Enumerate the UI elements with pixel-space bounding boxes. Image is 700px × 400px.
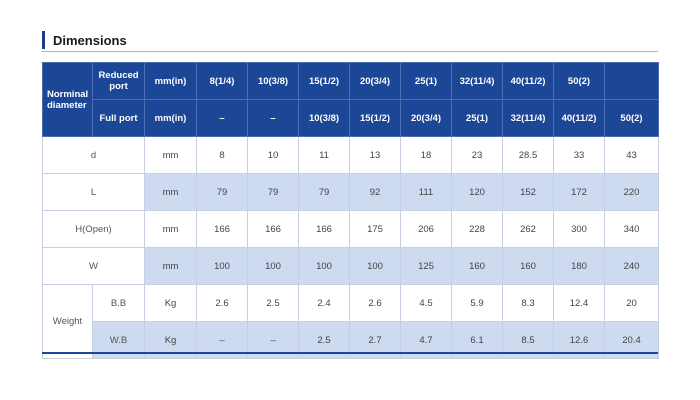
table-row-weight-bb: Weight B.B Kg 2.6 2.5 2.4 2.6 4.5 5.9 8.… bbox=[42, 284, 659, 359]
unit-cell: mm bbox=[144, 247, 197, 285]
unit-cell: mm bbox=[144, 173, 197, 211]
value-cell: 340 bbox=[604, 210, 659, 248]
sub-row-label: B.B bbox=[92, 284, 145, 322]
value-cell: 33 bbox=[553, 136, 605, 174]
value-cell: 180 bbox=[553, 247, 605, 285]
value-cell: 166 bbox=[196, 210, 248, 248]
size-cell: – bbox=[196, 99, 248, 137]
value-cell: 2.6 bbox=[349, 284, 401, 322]
row-label: L bbox=[42, 173, 145, 211]
full-port-header: Full port bbox=[92, 99, 145, 137]
value-cell: 166 bbox=[247, 210, 299, 248]
unit-cell: mm bbox=[144, 210, 197, 248]
value-cell: 79 bbox=[247, 173, 299, 211]
value-cell: 175 bbox=[349, 210, 401, 248]
value-cell: 100 bbox=[349, 247, 401, 285]
size-cell: 20(3/4) bbox=[400, 99, 452, 137]
value-cell: 160 bbox=[451, 247, 503, 285]
value-cell: 92 bbox=[349, 173, 401, 211]
value-cell: 300 bbox=[553, 210, 605, 248]
value-cell: 23 bbox=[451, 136, 503, 174]
table-row-w: W mm 100 100 100 100 125 160 160 180 240 bbox=[42, 247, 659, 285]
value-cell: 206 bbox=[400, 210, 452, 248]
size-cell: 10(3/8) bbox=[298, 99, 350, 137]
value-cell: 2.6 bbox=[196, 284, 248, 322]
value-cell: 220 bbox=[604, 173, 659, 211]
value-cell: 79 bbox=[298, 173, 350, 211]
size-cell: 15(1/2) bbox=[349, 99, 401, 137]
size-cell: 50(2) bbox=[604, 99, 659, 137]
nominal-diameter-header: Norminal diameter bbox=[42, 62, 93, 137]
value-cell: 172 bbox=[553, 173, 605, 211]
header-row-full: Full port mm(in) – – 10(3/8) 15(1/2) 20(… bbox=[43, 99, 659, 137]
size-cell: 32(11/4) bbox=[451, 62, 503, 100]
row-label: H(Open) bbox=[42, 210, 145, 248]
size-cell: 10(3/8) bbox=[247, 62, 299, 100]
value-cell: 5.9 bbox=[451, 284, 503, 322]
value-cell: 11 bbox=[298, 136, 350, 174]
value-cell: 8 bbox=[196, 136, 248, 174]
value-cell: 100 bbox=[247, 247, 299, 285]
table-row-h-open: H(Open) mm 166 166 166 175 206 228 262 3… bbox=[42, 210, 659, 248]
row-label: d bbox=[42, 136, 145, 174]
unit-cell: Kg bbox=[144, 284, 197, 322]
size-cell: 40(11/2) bbox=[502, 62, 554, 100]
value-cell: 4.5 bbox=[400, 284, 452, 322]
header-row-reduced: Norminal diameter Reduced port mm(in) 8(… bbox=[42, 62, 659, 137]
value-cell: 43 bbox=[604, 136, 659, 174]
value-cell: 262 bbox=[502, 210, 554, 248]
table-bottom-rule bbox=[42, 352, 658, 354]
reduced-port-header: Reduced port bbox=[92, 62, 145, 100]
value-cell: 228 bbox=[451, 210, 503, 248]
value-cell: 160 bbox=[502, 247, 554, 285]
weight-label: Weight bbox=[42, 284, 93, 359]
row-label: W bbox=[42, 247, 145, 285]
table-row-d: d mm 8 10 11 13 18 23 28.5 33 43 bbox=[42, 136, 659, 174]
value-cell: 100 bbox=[298, 247, 350, 285]
unit-header: mm(in) bbox=[144, 62, 197, 100]
value-cell: 2.5 bbox=[247, 284, 299, 322]
unit-cell: mm bbox=[144, 136, 197, 174]
size-cell: 50(2) bbox=[553, 62, 605, 100]
value-cell: 111 bbox=[400, 173, 452, 211]
value-cell: 20 bbox=[604, 284, 659, 322]
size-cell bbox=[604, 62, 659, 100]
value-cell: 12.4 bbox=[553, 284, 605, 322]
value-cell: 166 bbox=[298, 210, 350, 248]
value-cell: 28.5 bbox=[502, 136, 554, 174]
size-cell: 25(1) bbox=[400, 62, 452, 100]
value-cell: 2.4 bbox=[298, 284, 350, 322]
value-cell: 18 bbox=[400, 136, 452, 174]
title-underline bbox=[42, 51, 658, 52]
size-cell: 32(11/4) bbox=[502, 99, 554, 137]
value-cell: 10 bbox=[247, 136, 299, 174]
size-cell: 25(1) bbox=[451, 99, 503, 137]
value-cell: 8.3 bbox=[502, 284, 554, 322]
size-cell: 20(3/4) bbox=[349, 62, 401, 100]
value-cell: 13 bbox=[349, 136, 401, 174]
section-header: Dimensions bbox=[42, 30, 658, 54]
unit-header: mm(in) bbox=[144, 99, 197, 137]
size-cell: – bbox=[247, 99, 299, 137]
value-cell: 125 bbox=[400, 247, 452, 285]
dimensions-table: Norminal diameter Reduced port mm(in) 8(… bbox=[42, 62, 659, 359]
value-cell: 240 bbox=[604, 247, 659, 285]
size-cell: 8(1/4) bbox=[196, 62, 248, 100]
table-row-l: L mm 79 79 79 92 111 120 152 172 220 bbox=[42, 173, 659, 211]
value-cell: 120 bbox=[451, 173, 503, 211]
value-cell: 100 bbox=[196, 247, 248, 285]
title-accent-bar bbox=[42, 31, 45, 49]
value-cell: 79 bbox=[196, 173, 248, 211]
size-cell: 40(11/2) bbox=[553, 99, 605, 137]
value-cell: 152 bbox=[502, 173, 554, 211]
size-cell: 15(1/2) bbox=[298, 62, 350, 100]
section-title: Dimensions bbox=[53, 33, 127, 48]
